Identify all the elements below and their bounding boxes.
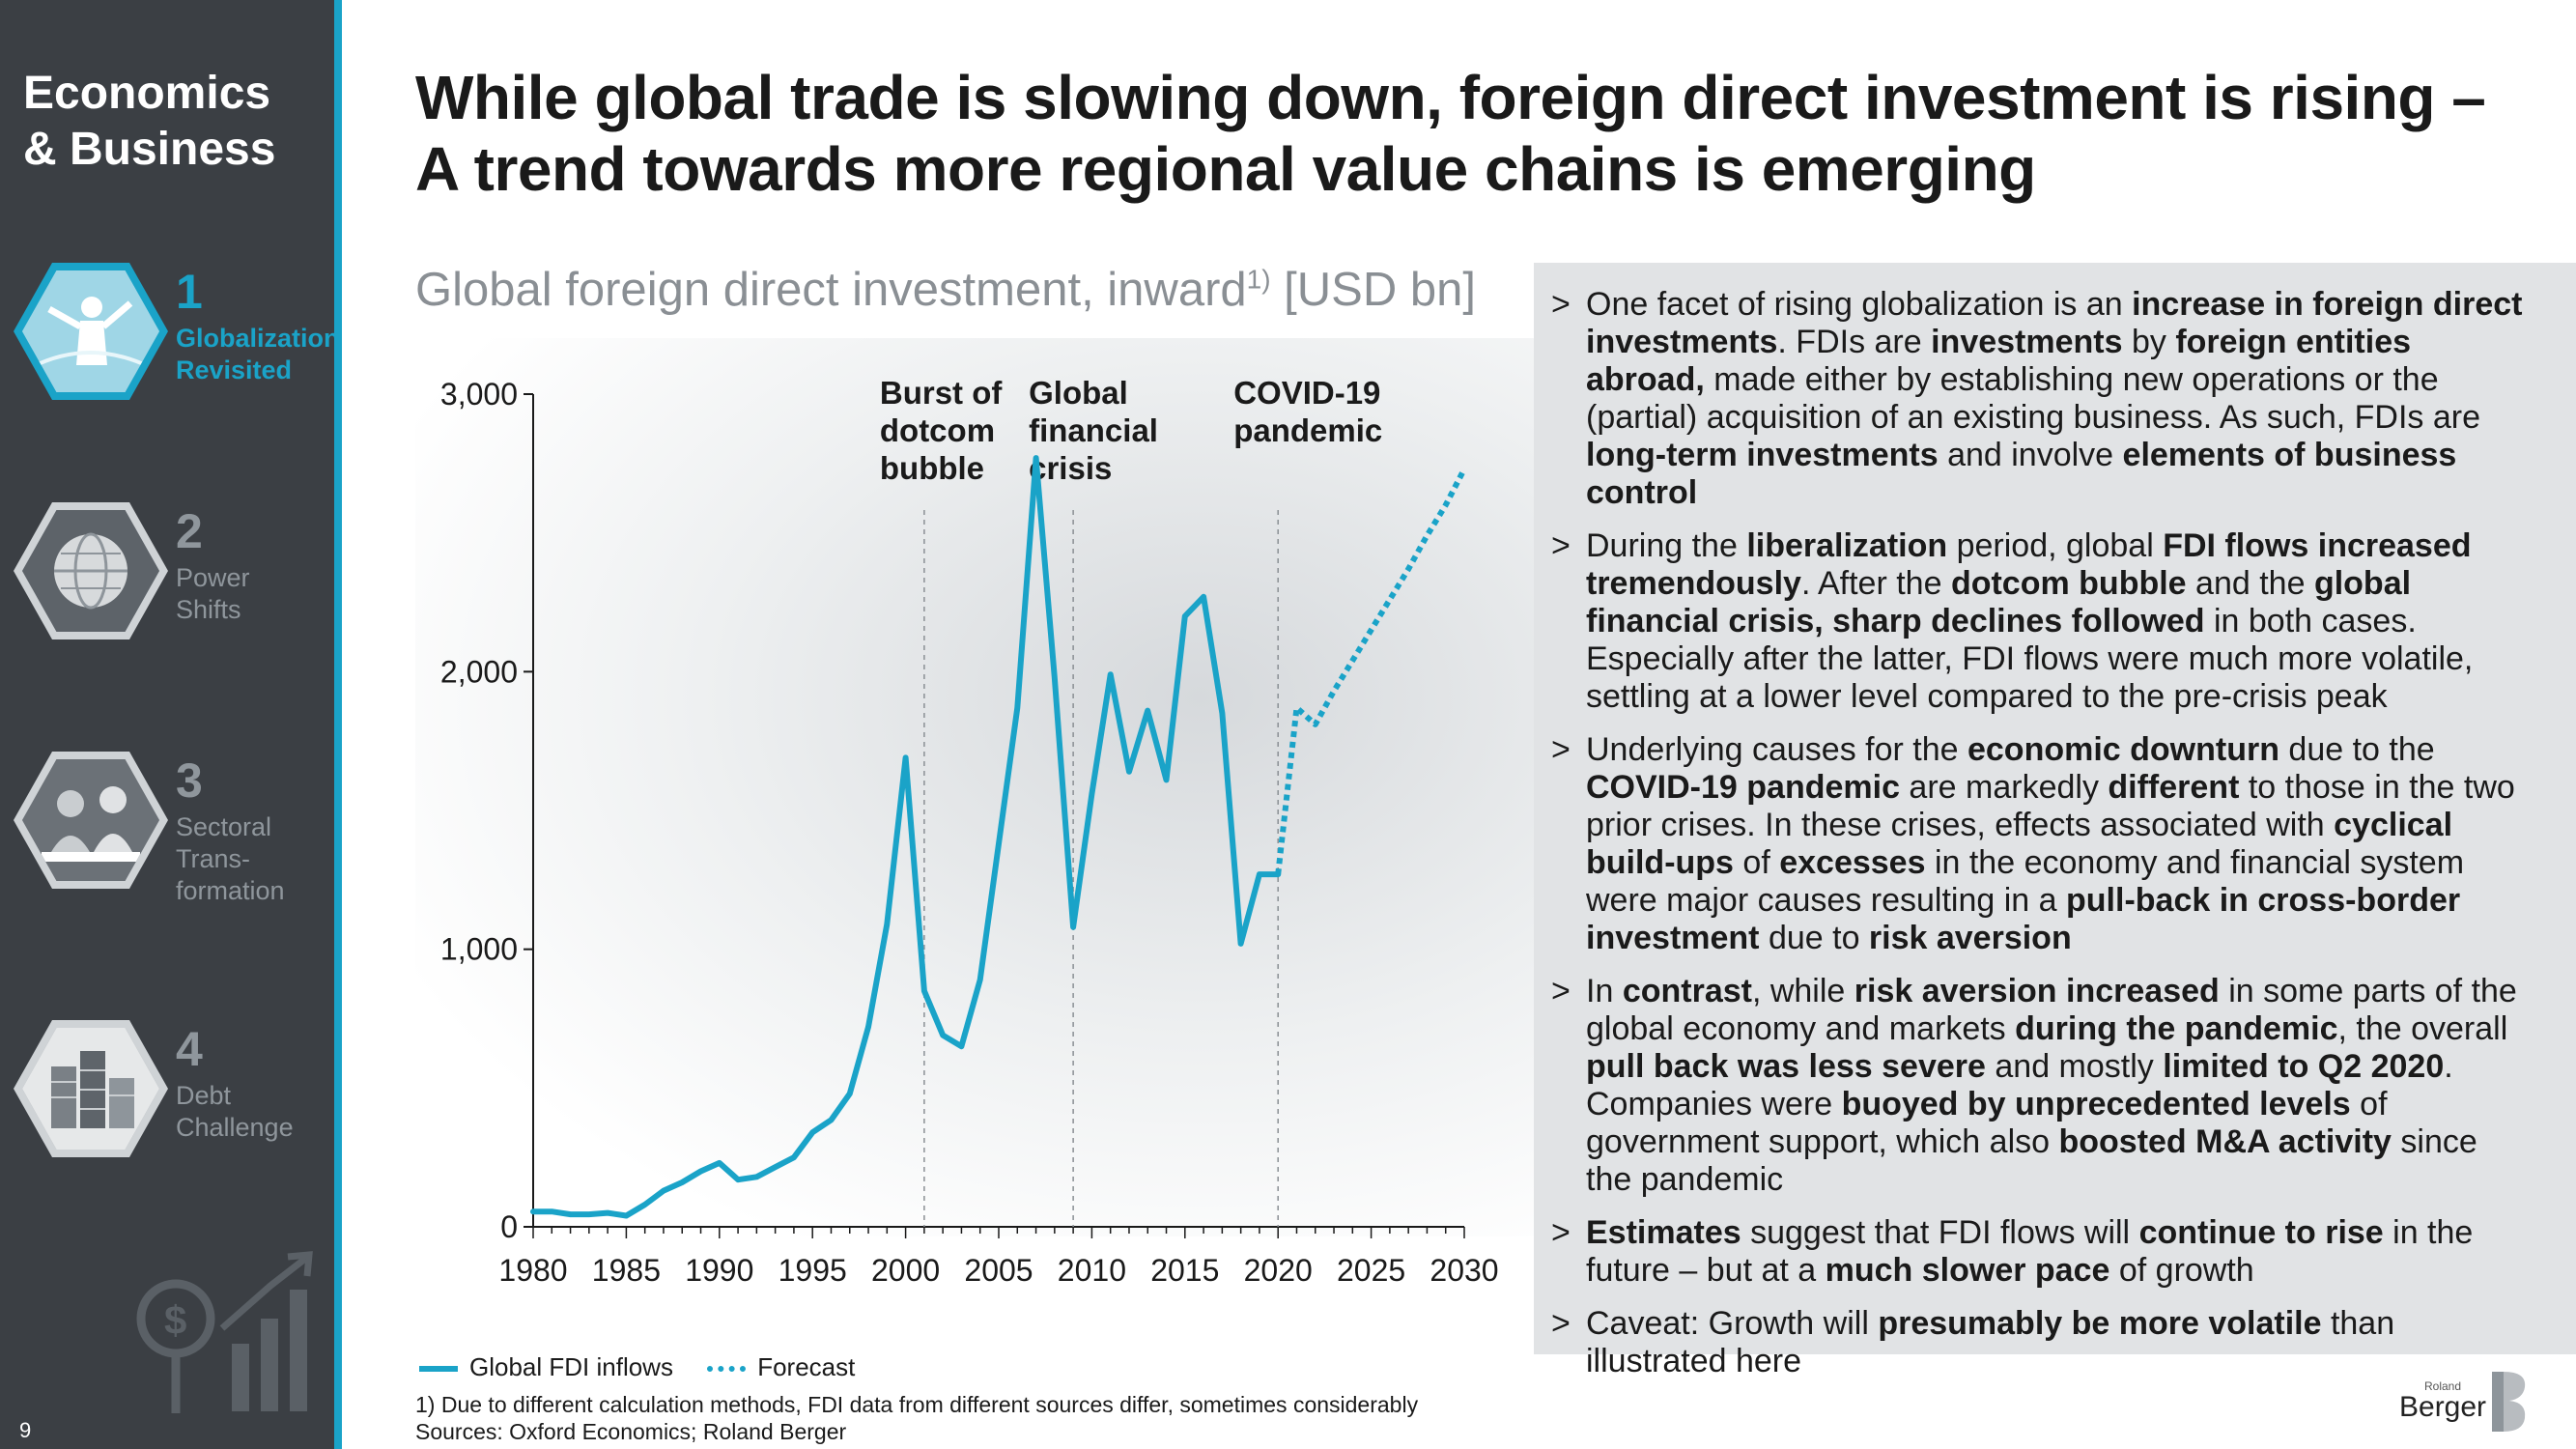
footnote-sources: Sources: Oxford Economics; Roland Berger: [415, 1419, 847, 1444]
nav-label: Debt Challenge: [176, 1081, 294, 1142]
bullet-item: > Estimates suggest that FDI flows will c…: [1551, 1214, 2474, 1289]
annotation-label: COVID-19: [1233, 375, 1380, 411]
chart-background-image: [415, 338, 1536, 1236]
chart-legend: Global FDI inflows Forecast: [419, 1352, 882, 1382]
legend-item-fdi-inflows: Global FDI inflows: [419, 1352, 673, 1382]
legend-dotted-swatch: [707, 1366, 747, 1373]
nav-number: 2: [176, 504, 203, 558]
section-title-line2: & Business: [23, 124, 276, 175]
text-panel: [1534, 263, 2576, 1354]
x-tick-label: 1985: [592, 1253, 661, 1288]
forecast-line: [1275, 468, 1467, 875]
x-tick-label: 2005: [964, 1253, 1033, 1288]
sidebar: Economics & Business 1 Globalization Rev…: [0, 0, 340, 1449]
nav-item-debt-challenge[interactable]: 4 Debt Challenge: [14, 1020, 332, 1165]
nav-number: 1: [176, 265, 203, 319]
y-tick-label: 1,000: [440, 932, 518, 967]
page-title-line1: While global trade is slowing down, fore…: [415, 63, 2486, 132]
page-title: While global trade is slowing down, fore…: [415, 62, 2492, 205]
footnote: 1) Due to different calculation methods,…: [415, 1391, 1418, 1445]
bullet-marker: >: [1551, 286, 1571, 323]
x-tick-label: 2030: [1430, 1253, 1498, 1288]
x-tick-label: 1995: [778, 1253, 847, 1288]
annotation-label: Burst of: [880, 375, 1004, 411]
footnote-ref: 1): [1246, 264, 1271, 295]
globalization-icon: [14, 263, 168, 400]
bullet-marker: >: [1551, 731, 1571, 768]
bullet-item: > Caveat: Growth will presumably be more …: [1551, 1305, 2395, 1379]
x-tick-label: 1980: [498, 1253, 567, 1288]
footnote-note: 1) Due to different calculation methods,…: [415, 1392, 1419, 1417]
svg-text:$: $: [164, 1297, 186, 1343]
bullet-marker: >: [1551, 973, 1571, 1009]
globe-icon: [14, 502, 168, 639]
bullet-item: > Underlying causes for the economic down…: [1551, 731, 2515, 956]
y-tick-label: 0: [500, 1209, 518, 1244]
nav-item-globalization[interactable]: 1 Globalization Revisited: [14, 263, 340, 408]
bullet-marker: >: [1551, 527, 1571, 564]
nav-label: Power Shifts: [176, 563, 250, 624]
x-tick-label: 2015: [1150, 1253, 1219, 1288]
y-tick-label: 3,000: [440, 377, 518, 412]
legend-solid-swatch: [419, 1366, 458, 1373]
x-tick-label: 2020: [1244, 1253, 1313, 1288]
growth-chart-icon: $: [136, 1251, 313, 1413]
section-title: Economics & Business: [23, 66, 323, 178]
nav-label: Sectoral Trans- formation: [176, 812, 285, 905]
section-title-line1: Economics: [23, 68, 271, 119]
bullet-marker: >: [1551, 1305, 1571, 1342]
page-title-line2: A trend towards more regional value chai…: [415, 134, 2036, 204]
people-icon: [14, 752, 168, 889]
bullet-item: > In contrast, while risk aversion increa…: [1551, 973, 2517, 1198]
nav-item-sectoral-transformation[interactable]: 3 Sectoral Trans- formation: [14, 752, 332, 905]
fdi-inflows-line: [530, 455, 1282, 1219]
annotation-label: bubble: [880, 450, 984, 486]
nav-number: 3: [176, 753, 203, 808]
annotation-label: financial: [1029, 412, 1158, 448]
legend-item-forecast: Forecast: [707, 1352, 855, 1382]
x-tick-label: 2010: [1058, 1253, 1126, 1288]
annotation-label: dotcom: [880, 412, 995, 448]
bullet-item: > During the liberalization period, globa…: [1551, 527, 2474, 715]
annotation-label: pandemic: [1233, 412, 1382, 448]
nav-number: 4: [176, 1022, 203, 1076]
nav-item-power-shifts[interactable]: 2 Power Shifts: [14, 502, 332, 647]
x-tick-label: 1990: [685, 1253, 753, 1288]
bullet-item: > One facet of rising globalization is an…: [1551, 286, 2523, 511]
bullet-marker: >: [1551, 1214, 1571, 1251]
page-number: 9: [19, 1418, 32, 1442]
bullet-list: > One facet of rising globalization is an…: [1551, 286, 2527, 1396]
coins-icon: [14, 1020, 168, 1157]
nav-label: Globalization Revisited: [176, 324, 340, 384]
x-tick-label: 2025: [1337, 1253, 1405, 1288]
sidebar-accent-bar: [334, 0, 342, 1449]
x-tick-label: 2000: [871, 1253, 940, 1288]
y-tick-label: 2,000: [440, 654, 518, 689]
annotation-label: Global: [1029, 375, 1128, 411]
annotation-label: crisis: [1029, 450, 1112, 486]
roland-berger-logo-icon: Roland Berger: [2399, 1372, 2563, 1439]
chart-title: Global foreign direct investment, inward…: [415, 264, 1476, 316]
